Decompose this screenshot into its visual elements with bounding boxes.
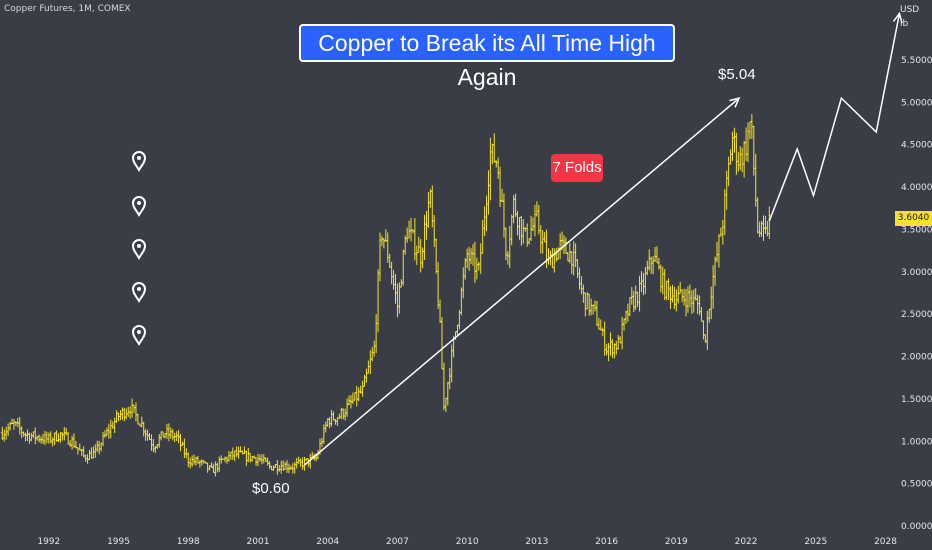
y-tick-label: 3.5000 (901, 225, 932, 235)
y-tick-label: 1.0000 (901, 437, 932, 447)
map-pin-icon (133, 197, 145, 215)
y-tick-label: 4.5000 (901, 141, 932, 151)
symbol-label: Copper Futures, 1M, COMEX (4, 4, 131, 14)
x-tick-label: 2028 (874, 537, 897, 547)
x-tick-label: 2022 (735, 537, 758, 547)
y-tick-label: 5.5000 (901, 56, 932, 66)
unit-currency: USD (900, 5, 919, 15)
map-pin-icon (133, 152, 145, 170)
low-price-label: $0.60 (252, 480, 290, 497)
x-tick-label: 2019 (665, 537, 688, 547)
y-tick-label: 5.0000 (901, 98, 932, 108)
x-tick-label: 2007 (386, 537, 409, 547)
high-price-label: $5.04 (718, 66, 756, 83)
map-pin-icon (133, 283, 145, 301)
trend-arrow (304, 98, 739, 465)
y-tick-label: 4.0000 (901, 183, 932, 193)
y-tick-label: 2.0000 (901, 353, 932, 363)
x-tick-label: 1992 (37, 537, 60, 547)
idea-title: Copper to Break its All Time High Again (299, 24, 675, 62)
map-pin-icon (133, 240, 145, 258)
y-tick-label: 2.5000 (901, 310, 932, 320)
x-tick-label: 2004 (316, 537, 339, 547)
unit-lb: lb (900, 19, 908, 29)
x-tick-label: 2001 (247, 537, 270, 547)
x-tick-label: 2025 (804, 537, 827, 547)
x-tick-label: 1995 (107, 537, 130, 547)
folds-badge: 7 Folds (551, 154, 603, 182)
projection-path (769, 13, 899, 221)
y-tick-label: 1.5000 (901, 395, 932, 405)
y-tick-label: 0.0000 (901, 522, 932, 532)
y-tick-label: 3.0000 (901, 268, 932, 278)
x-tick-label: 1998 (177, 537, 200, 547)
x-tick-label: 2010 (456, 537, 479, 547)
x-tick-label: 2013 (525, 537, 548, 547)
y-tick-label: 0.5000 (901, 480, 932, 490)
x-tick-label: 2016 (595, 537, 618, 547)
last-price-badge[interactable]: 3.6040 (895, 211, 932, 226)
map-pin-icon (133, 326, 145, 344)
